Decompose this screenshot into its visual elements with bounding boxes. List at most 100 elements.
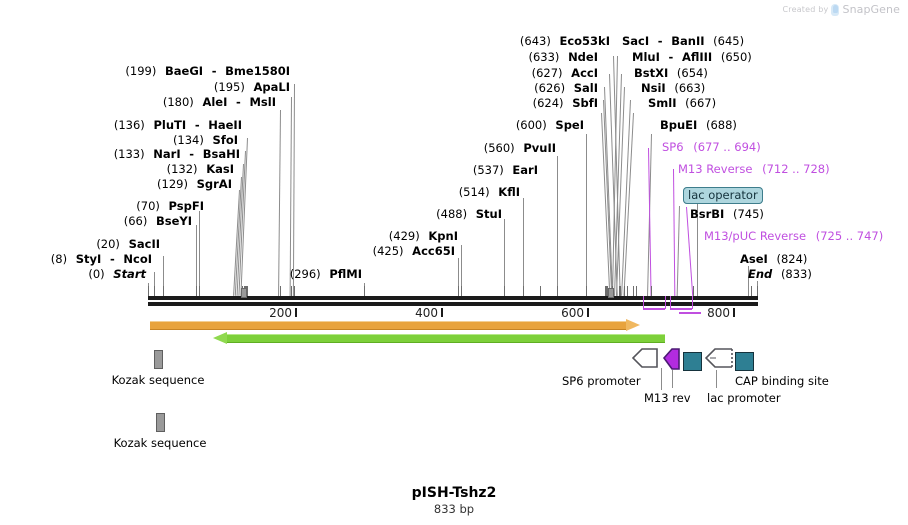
tick-645 [620,286,621,296]
label-bseyi[interactable]: (66) BseYI [123,214,192,228]
orf-arrow-green[interactable] [213,332,665,344]
m13-rev-label: M13 rev [644,391,691,405]
leader-bseyi [196,225,197,296]
lac-promoter-label: lac promoter [707,391,781,405]
label-bsrbi[interactable]: BsrBI (745) [690,207,764,221]
label-kasi[interactable]: (132) KasI [166,162,234,176]
tick-824 [751,286,752,296]
ruler-tick-400 [441,308,443,317]
orf-arrow-orange[interactable] [150,319,642,331]
label-sfoi[interactable]: (134) SfoI [172,133,238,147]
tick-560 [557,286,558,296]
tick-667 [636,286,637,296]
label-smli[interactable]: SmlI (667) [648,96,717,110]
label-pspfi[interactable]: (70) PspFI [136,199,204,213]
lac-operator-glyph[interactable] [683,352,702,371]
tick-195 [291,286,292,296]
label-nari-bsahi[interactable]: (133) NarI - BsaHI [113,147,240,161]
kozak-glyph-1[interactable] [154,350,163,369]
leader-bsrbi [676,205,680,296]
tick-688 [651,286,652,296]
snapgene-logo-icon [831,3,840,16]
label-nsii[interactable]: NsiI (663) [641,81,706,95]
tick-425 [458,286,459,296]
label-sali[interactable]: (626) SalI [534,81,598,95]
label-pluti-haeii[interactable]: (136) PluTI - HaeII [113,118,242,132]
tick-626 [606,286,607,296]
left-arrow-white-icon [631,348,658,368]
label-pflmi[interactable]: (296) PflMI [289,267,362,281]
label-acci[interactable]: (627) AccI [531,66,598,80]
leader-m13-reverse-primer [673,168,676,296]
m13-rev-stem [672,370,673,388]
label-kpni[interactable]: (429) KpnI [388,229,458,243]
tick-745 [693,286,694,296]
leader-kpni [461,245,462,296]
label-end[interactable]: End (833) [748,267,812,281]
label-saci-banii[interactable]: SacI - BanII (645) [622,34,745,48]
label-stui[interactable]: (488) StuI [436,207,502,221]
ruler-tick-200 [295,308,297,317]
tick-296 [364,286,365,296]
label-pvuii[interactable]: (560) PvuII [483,141,556,155]
label-acc65i[interactable]: (425) Acc65I [372,244,455,258]
label-styi-ncoi[interactable]: (8) StyI - NcoI [50,252,152,266]
tick-624 [605,286,606,296]
lac-promoter-glyph[interactable] [704,348,733,372]
leader-asei [748,266,749,296]
label-eco53ki[interactable]: (643) Eco53kI [519,34,610,48]
snapgene-watermark: Created by SnapGene [782,3,900,16]
label-bstxi[interactable]: BstXI (654) [634,66,708,80]
ruler-tick-800 [733,308,735,317]
label-start[interactable]: (0) Start [88,267,146,281]
tick-66 [196,286,197,296]
plasmid-length: 833 bp [433,502,475,516]
label-ndei[interactable]: (633) NdeI [528,50,598,64]
kozak-marker-on-backbone-1 [241,288,247,298]
plasmid-backbone[interactable] [148,296,758,306]
leader-pvuii [557,156,558,296]
label-apali[interactable]: (195) ApaLI [213,80,290,94]
label-bpuei[interactable]: BpuEI (688) [660,118,737,132]
left-arrow-dotted-icon [704,348,733,368]
tick-199 [294,286,295,296]
teal-square-icon [683,352,702,371]
ruler-label-600: 600 [561,306,584,320]
leader-pspfi [199,211,200,296]
label-asei[interactable]: AseI (824) [740,252,808,266]
leader-kfli [523,198,524,296]
tick-136 [247,286,248,296]
label-m13puc-reverse-primer[interactable]: M13/pUC Reverse (725 .. 747) [704,229,884,243]
kozak-glyph-2[interactable] [156,413,165,432]
label-m13-reverse-primer[interactable]: M13 Reverse (712 .. 728) [678,162,830,176]
backbone-strand-top [148,296,758,300]
cap-binding-site-glyph[interactable] [735,352,754,371]
label-sbfi[interactable]: (624) SbfI [532,96,598,110]
tick-20 [163,286,164,296]
sp6-promoter-glyph[interactable] [631,348,658,372]
teal-square-icon [735,352,754,371]
grey-box-icon [156,413,165,432]
label-baegi-bme1580i[interactable]: (199) BaeGI - Bme1580I [125,64,290,78]
label-lac-operator-callout[interactable]: lac operator [683,184,763,204]
label-mlui-afliii[interactable]: MluI - AflIII (650) [632,50,752,64]
label-kfli[interactable]: (514) KflI [458,185,520,199]
label-sacii[interactable]: (20) SacII [96,237,160,251]
primer-mark-m13rev-start [692,296,693,309]
tick-514 [523,286,524,296]
label-sgrai[interactable]: (129) SgrAI [157,177,232,191]
label-spei[interactable]: (600) SpeI [515,118,584,132]
ruler-label-400: 400 [415,306,438,320]
label-alei-msli[interactable]: (180) AleI - MslI [162,95,276,109]
primer-mark-m13rev-end [670,296,671,309]
m13-rev-glyph[interactable] [662,348,681,374]
tick-70 [199,286,200,296]
tick-650 [624,286,625,296]
leader-acc65i [458,258,459,296]
ruler-tick-600 [587,308,589,317]
label-sp6-primer[interactable]: SP6 (677 .. 694) [662,140,761,154]
label-eari[interactable]: (537) EarI [472,163,538,177]
lac-operator-chip: lac operator [683,187,763,204]
primer-mark-sp6-start [665,296,666,309]
tick-488 [504,286,505,296]
